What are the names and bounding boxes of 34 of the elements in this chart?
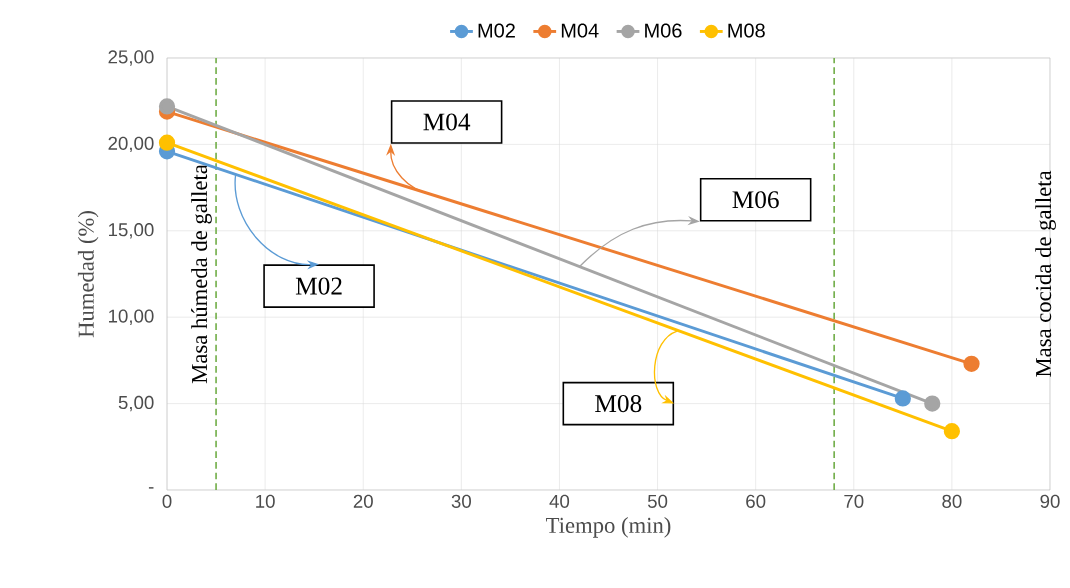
point: [943, 423, 961, 440]
y-tick-label: 25,00: [108, 50, 154, 66]
y-tick-label: -: [148, 487, 154, 489]
x-tick-label: 30: [451, 494, 471, 508]
annotation: M06: [732, 191, 779, 209]
ref-line-label: Masa húmeda de galleta: [191, 164, 212, 384]
legend-label: M02: [478, 23, 515, 38]
x-tick-label: 80: [942, 494, 962, 508]
point: [963, 355, 980, 372]
x-tick-label: 10: [256, 494, 275, 508]
legend-label: M04: [561, 23, 599, 38]
annotation: M08: [595, 395, 642, 413]
y-tick-label: 15,00: [109, 223, 154, 239]
x-axis-title: Tiempo (min): [546, 517, 671, 538]
x-tick-label: 90: [1040, 494, 1060, 508]
x-tick-label: 50: [647, 494, 668, 508]
y-tick-label: 10,00: [109, 309, 154, 325]
annotation: Masa cocida de galleta: [1035, 170, 1056, 377]
point: [158, 98, 176, 115]
x-tick-label: 40: [549, 494, 570, 508]
annotation: M02: [295, 277, 342, 295]
legend-label: M08: [728, 23, 765, 38]
point: [894, 390, 911, 407]
point: [158, 134, 176, 151]
annotation: M04: [423, 113, 471, 131]
x-tick-label: 70: [844, 494, 864, 508]
y-axis-title: Humedad (%): [77, 211, 99, 338]
x-tick-label: 60: [746, 494, 766, 508]
point: [924, 395, 941, 412]
y-tick-label: 5,00: [118, 395, 154, 412]
legend-label: M06: [645, 23, 682, 38]
y-tick-label: 20,00: [108, 136, 154, 153]
x-tick-label: 0: [162, 494, 172, 508]
x-tick-label: 20: [353, 494, 373, 508]
